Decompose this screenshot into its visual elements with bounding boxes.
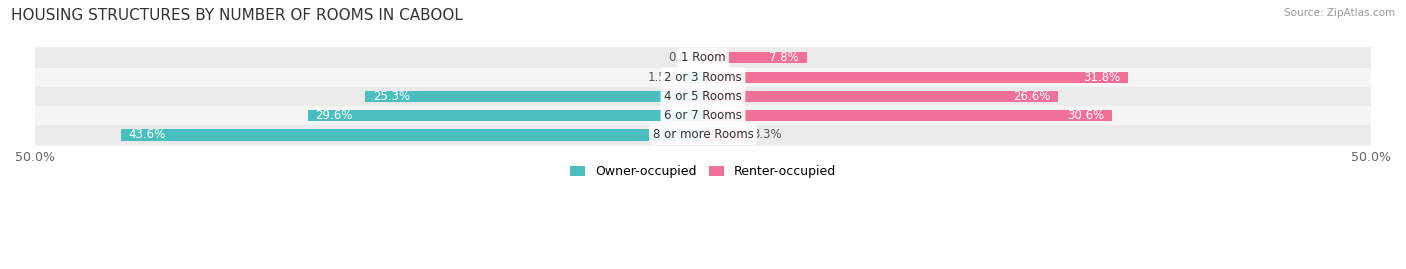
Text: 4 or 5 Rooms: 4 or 5 Rooms: [664, 90, 742, 103]
Text: 25.3%: 25.3%: [373, 90, 411, 103]
Bar: [121, 129, 703, 140]
Bar: [703, 72, 1128, 83]
Bar: [35, 68, 1371, 87]
Text: Source: ZipAtlas.com: Source: ZipAtlas.com: [1284, 8, 1395, 18]
Text: 8 or more Rooms: 8 or more Rooms: [652, 128, 754, 141]
Bar: [366, 91, 703, 102]
Text: 29.6%: 29.6%: [315, 109, 353, 122]
Bar: [35, 87, 1371, 106]
Text: 26.6%: 26.6%: [1012, 90, 1050, 103]
Bar: [35, 48, 1371, 68]
Text: 1.5%: 1.5%: [648, 71, 678, 84]
Text: HOUSING STRUCTURES BY NUMBER OF ROOMS IN CABOOL: HOUSING STRUCTURES BY NUMBER OF ROOMS IN…: [11, 8, 463, 23]
Text: 2 or 3 Rooms: 2 or 3 Rooms: [664, 71, 742, 84]
Bar: [35, 106, 1371, 125]
Bar: [35, 125, 1371, 144]
Bar: [308, 110, 703, 121]
Bar: [703, 52, 807, 63]
Text: 7.8%: 7.8%: [769, 51, 799, 64]
Text: 30.6%: 30.6%: [1067, 109, 1104, 122]
Bar: [683, 72, 703, 83]
Legend: Owner-occupied, Renter-occupied: Owner-occupied, Renter-occupied: [565, 161, 841, 183]
Bar: [703, 110, 1112, 121]
Text: 3.3%: 3.3%: [752, 128, 782, 141]
Text: 43.6%: 43.6%: [128, 128, 166, 141]
Bar: [703, 129, 747, 140]
Text: 6 or 7 Rooms: 6 or 7 Rooms: [664, 109, 742, 122]
Text: 1 Room: 1 Room: [681, 51, 725, 64]
Bar: [703, 91, 1059, 102]
Text: 0.0%: 0.0%: [668, 51, 697, 64]
Text: 31.8%: 31.8%: [1083, 71, 1119, 84]
